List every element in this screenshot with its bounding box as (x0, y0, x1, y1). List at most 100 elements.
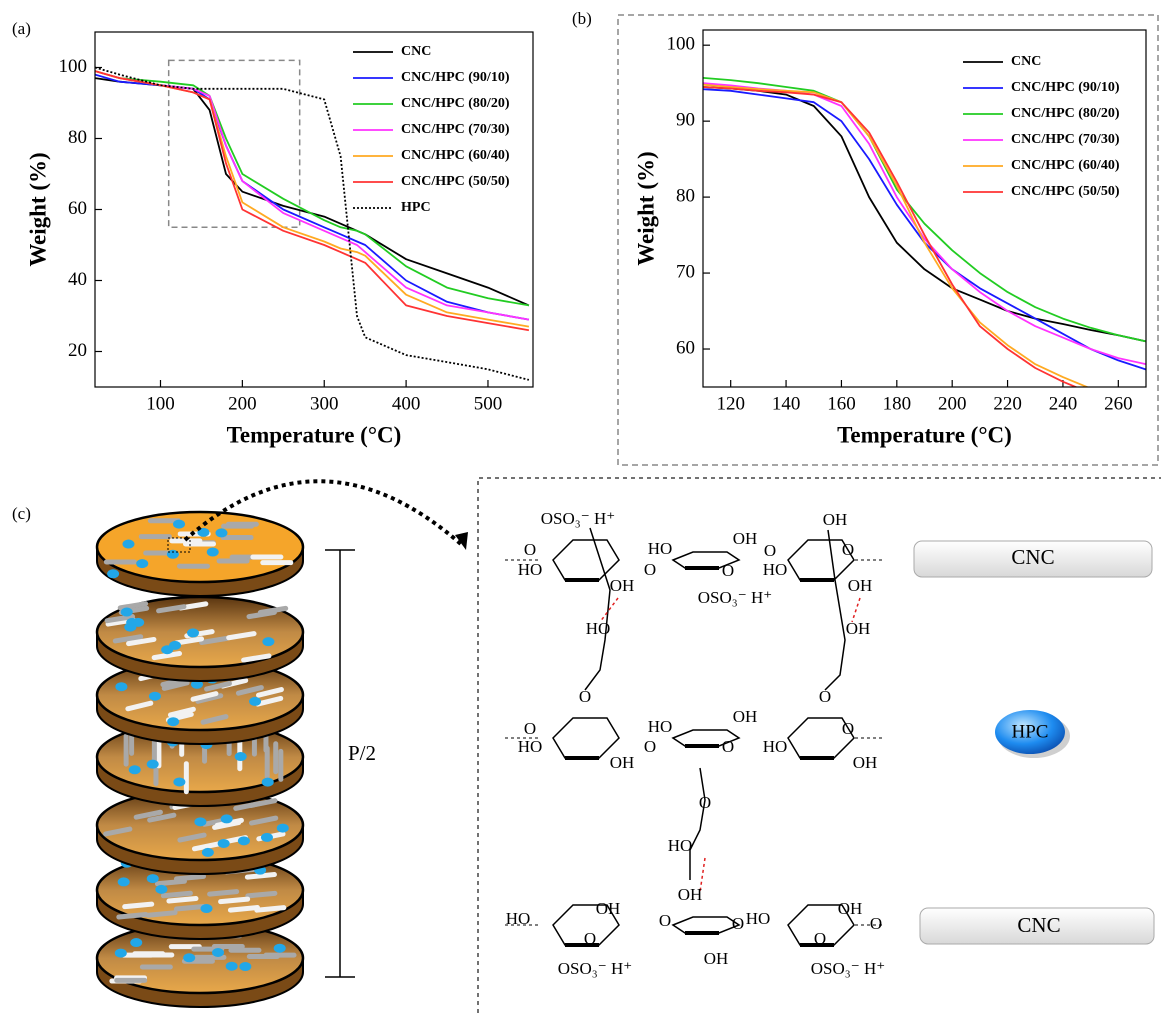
polymer-dot (155, 885, 167, 894)
polymer-dot (274, 944, 286, 953)
atom-label: OH (838, 899, 863, 918)
series-line (95, 68, 529, 380)
series-line (95, 75, 529, 320)
arrow-head (455, 532, 468, 550)
y-tick-label: 60 (68, 198, 87, 219)
atom-label: O (819, 687, 831, 706)
x-tick-label: 220 (993, 393, 1022, 414)
panel-label: (a) (12, 19, 31, 38)
atom-label: O (842, 540, 854, 559)
legend-label: CNC/HPC (90/10) (401, 70, 510, 85)
polymer-dot (261, 833, 273, 842)
panel-label: (b) (572, 9, 592, 28)
y-tick-label: 100 (667, 34, 696, 55)
atom-label: HO (518, 737, 543, 756)
legend-label: CNC/HPC (90/10) (1011, 80, 1120, 95)
block-label: HPC (1012, 721, 1049, 742)
atom-label: O (764, 541, 776, 560)
x-tick-label: 200 (938, 393, 967, 414)
atom-label: O (644, 737, 656, 756)
polymer-dot (221, 814, 233, 823)
rod (169, 898, 196, 901)
panel-label: (c) (12, 504, 31, 523)
x-axis-label: Temperature (°C) (227, 422, 402, 447)
polymer-dot (136, 559, 148, 568)
y-tick-label: 40 (68, 269, 87, 290)
atom-label: O (659, 911, 671, 930)
atom-label: O (842, 719, 854, 738)
atom-label: O (524, 719, 536, 738)
polymer-dot (277, 824, 289, 833)
polymer-dot (147, 760, 159, 769)
atom-label: HO (586, 619, 611, 638)
y-tick-label: 20 (68, 340, 87, 361)
helix-stack (97, 512, 303, 1007)
polymer-dot (169, 641, 181, 650)
atom-label: O (732, 914, 744, 933)
atom-label: HO (763, 560, 788, 579)
x-tick-label: 200 (228, 393, 257, 414)
rod (176, 876, 203, 879)
atom-label: HO (668, 836, 693, 855)
legend-label: HPC (401, 200, 431, 215)
rod (210, 892, 237, 895)
rod (163, 893, 190, 896)
polymer-dot (202, 848, 214, 857)
legend-label: CNC/HPC (70/30) (401, 122, 510, 137)
y-tick-label: 70 (676, 261, 695, 282)
polymer-dot (183, 953, 195, 962)
legend-label: CNC/HPC (50/50) (401, 174, 510, 189)
x-tick-label: 120 (716, 393, 745, 414)
polymer-dot (147, 874, 159, 883)
atom-label: OSO₃⁻ H⁺ (811, 959, 885, 978)
atom-label: OH (610, 753, 635, 772)
atom-label: HO (506, 909, 531, 928)
x-tick-label: 300 (310, 393, 339, 414)
polymer-dot (173, 777, 185, 786)
atom-label: OH (823, 510, 848, 529)
atom-label: OH (846, 619, 871, 638)
rod (148, 913, 175, 916)
rod (257, 908, 284, 911)
x-tick-label: 400 (392, 393, 421, 414)
polymer-dot (262, 778, 274, 787)
atom-label: OSO₃⁻ H⁺ (698, 588, 772, 607)
polymer-dot (118, 877, 130, 886)
atom-label: OH (853, 753, 878, 772)
atom-label: O (644, 560, 656, 579)
series-line (95, 78, 529, 305)
y-tick-label: 90 (676, 110, 695, 131)
figure: (c) P/2 OSO₃⁻ H⁺OHOHOOHOOHOOOHOOHOSO₃⁻ H… (0, 0, 1161, 1013)
polymer-dot (115, 949, 127, 958)
y-tick-label: 80 (676, 185, 695, 206)
plot-lines (703, 78, 1146, 410)
polymer-dot (167, 550, 179, 559)
legend-label: CNC/HPC (60/40) (1011, 158, 1120, 173)
polymer-dot (239, 962, 251, 971)
polymer-dot (238, 836, 250, 845)
polymer-dot (207, 548, 219, 557)
x-tick-label: 240 (1049, 393, 1078, 414)
ring (553, 540, 619, 580)
y-tick-label: 100 (59, 56, 88, 77)
atom-label: O (814, 929, 826, 948)
x-tick-label: 140 (772, 393, 801, 414)
rod (248, 893, 275, 896)
polymer-dot (149, 692, 161, 701)
polymer-dot (107, 569, 119, 578)
rod (119, 914, 146, 917)
polymer-dot (115, 682, 127, 691)
legend-label: CNC/HPC (60/40) (401, 148, 510, 163)
polymer-dot (215, 528, 227, 537)
x-tick-label: 260 (1104, 393, 1133, 414)
rod (176, 906, 203, 909)
legend-label: CNC (1011, 54, 1041, 69)
atom-label: O (524, 540, 536, 559)
atom-label: HO (648, 717, 673, 736)
y-tick-label: 80 (68, 127, 87, 148)
polymer-dot (173, 520, 185, 529)
y-tick-label: 60 (676, 337, 695, 358)
polymer-dot (212, 948, 224, 957)
polymer-dot (194, 817, 206, 826)
atom-label: OSO₃⁻ H⁺ (541, 509, 615, 528)
